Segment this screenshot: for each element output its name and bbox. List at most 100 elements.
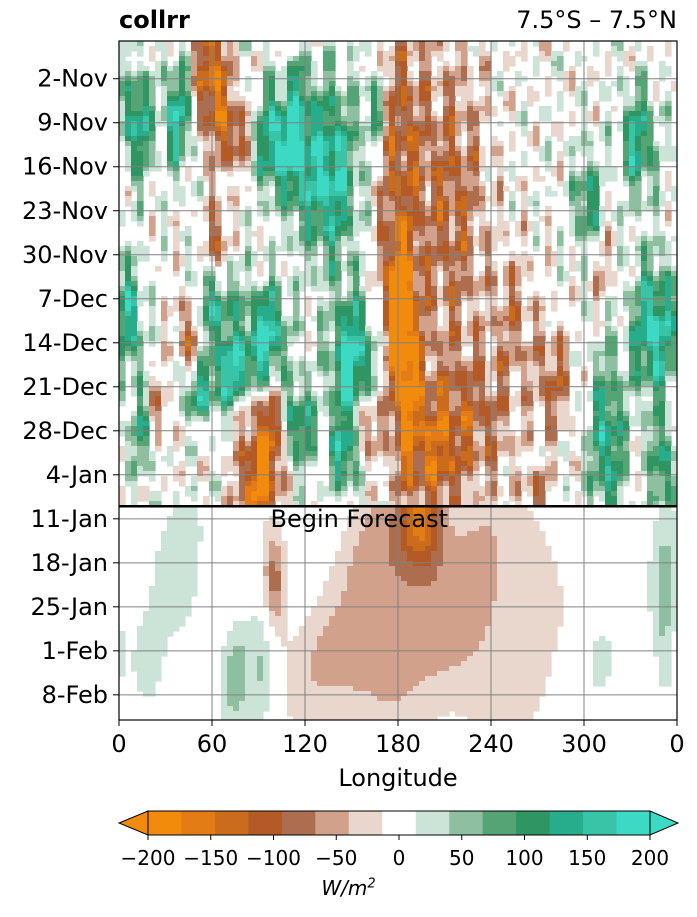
field-cell xyxy=(539,106,546,112)
field-cell xyxy=(635,101,642,107)
field-cell xyxy=(263,51,270,57)
field-cell xyxy=(263,396,270,402)
field-cell xyxy=(443,151,450,157)
field-cell xyxy=(467,216,474,222)
field-cell xyxy=(545,91,552,97)
field-cell xyxy=(593,351,600,357)
field-cell xyxy=(611,271,618,277)
field-cell xyxy=(293,311,300,317)
field-cell xyxy=(533,71,540,77)
field-cell xyxy=(407,71,414,77)
field-cell xyxy=(347,266,354,272)
field-cell xyxy=(479,391,486,397)
field-cell xyxy=(533,176,540,182)
field-cell xyxy=(413,321,420,327)
field-cell xyxy=(203,246,210,252)
field-cell xyxy=(647,166,654,172)
field-cell xyxy=(413,311,420,317)
field-cell xyxy=(485,91,492,97)
field-cell xyxy=(419,116,426,122)
field-cell xyxy=(299,371,306,377)
field-cell xyxy=(383,321,390,327)
field-cell xyxy=(155,61,162,67)
field-cell xyxy=(671,331,677,337)
field-cell xyxy=(431,216,438,222)
field-cell xyxy=(167,391,174,397)
field-cell xyxy=(287,356,294,362)
field-cell xyxy=(515,316,522,322)
field-cell xyxy=(347,86,354,92)
field-cell xyxy=(125,316,132,322)
field-cell xyxy=(305,121,312,127)
field-cell xyxy=(473,376,480,382)
field-cell xyxy=(647,181,654,187)
field-cell xyxy=(623,371,630,377)
field-cell xyxy=(455,41,462,47)
field-cell xyxy=(359,386,366,392)
field-cell xyxy=(425,381,432,387)
field-cell xyxy=(431,331,438,337)
field-cell xyxy=(371,191,378,197)
field-cell xyxy=(149,91,156,97)
field-cell xyxy=(587,341,594,347)
field-cell xyxy=(605,391,612,397)
field-cell xyxy=(419,216,426,222)
field-cell xyxy=(491,246,498,252)
field-cell xyxy=(215,371,222,377)
field-cell xyxy=(347,331,354,337)
field-cell xyxy=(347,101,354,107)
field-cell xyxy=(167,356,174,362)
field-cell xyxy=(389,96,396,102)
field-cell xyxy=(425,71,432,77)
field-cell xyxy=(311,141,318,147)
field-cell xyxy=(203,51,210,57)
field-cell xyxy=(383,211,390,217)
field-cell xyxy=(293,371,300,377)
field-cell xyxy=(383,161,390,167)
field-cell xyxy=(347,41,354,47)
field-cell xyxy=(233,326,240,332)
field-cell xyxy=(383,216,390,222)
field-cell xyxy=(227,81,234,87)
field-cell xyxy=(455,341,462,347)
field-cell xyxy=(341,306,348,312)
field-cell xyxy=(119,101,126,107)
field-cell xyxy=(419,91,426,97)
field-cell xyxy=(437,341,444,347)
field-cell xyxy=(185,146,192,152)
field-cell xyxy=(137,106,144,112)
field-cell xyxy=(323,91,330,97)
field-cell xyxy=(281,156,288,162)
field-cell xyxy=(335,271,342,277)
field-cell xyxy=(467,66,474,72)
field-cell xyxy=(437,176,444,182)
field-cell xyxy=(125,81,132,87)
field-cell xyxy=(647,281,654,287)
field-cell xyxy=(443,171,450,177)
field-cell xyxy=(227,361,234,367)
field-cell xyxy=(593,176,600,182)
field-cell xyxy=(479,81,486,87)
field-cell xyxy=(335,231,342,237)
field-cell xyxy=(233,51,240,57)
field-cell xyxy=(323,211,330,217)
field-cell xyxy=(641,286,648,292)
field-cell xyxy=(437,261,444,267)
field-cell xyxy=(449,126,456,132)
field-cell xyxy=(317,131,324,137)
field-cell xyxy=(413,326,420,332)
field-cell xyxy=(365,166,372,172)
field-cell xyxy=(131,41,138,47)
field-cell xyxy=(575,286,582,292)
field-cell xyxy=(635,201,642,207)
field-cell xyxy=(275,86,282,92)
field-cell xyxy=(563,351,570,357)
field-cell xyxy=(125,191,132,197)
field-cell xyxy=(131,366,138,372)
field-cell xyxy=(467,271,474,277)
field-cell xyxy=(131,206,138,212)
field-cell xyxy=(479,116,486,122)
field-cell xyxy=(365,366,372,372)
field-cell xyxy=(647,46,654,52)
field-cell xyxy=(509,176,516,182)
